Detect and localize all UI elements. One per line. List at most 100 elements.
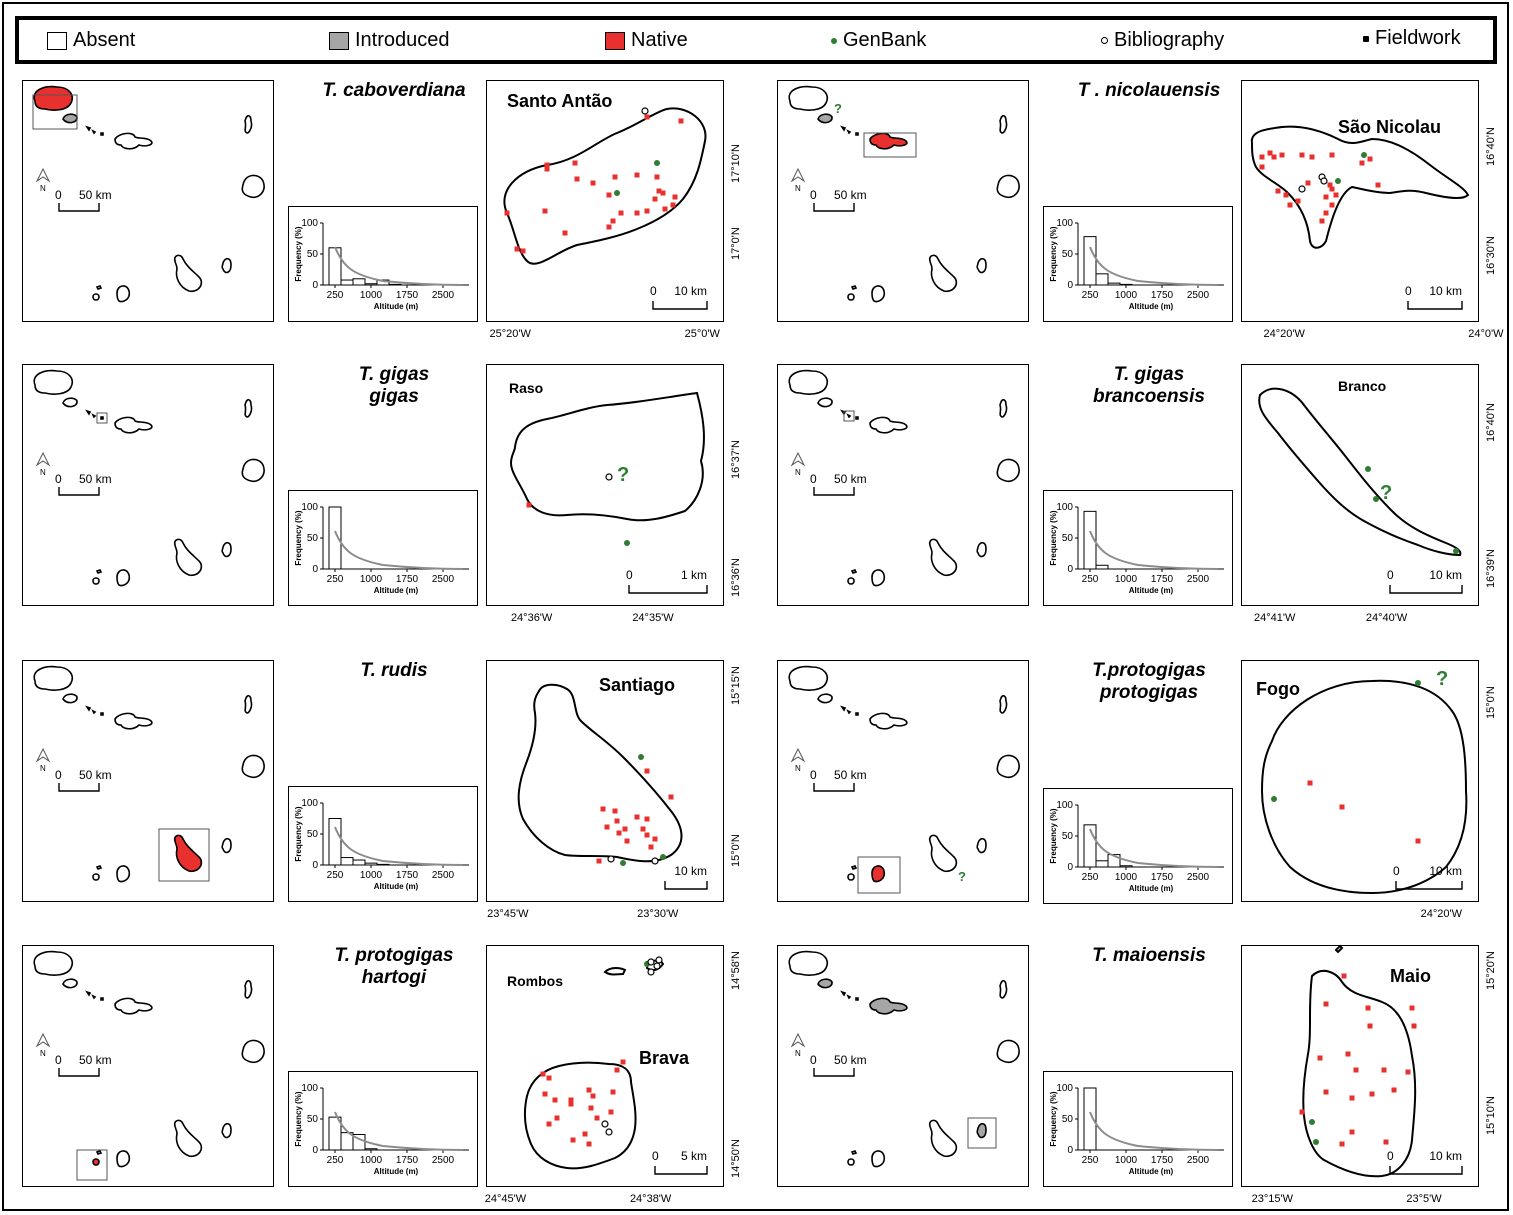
overview-scale-distance: 50 km: [79, 768, 112, 782]
question-mark: ?: [1436, 668, 1448, 690]
detail-scale-bar: [664, 881, 708, 890]
native-occurrence-point: [544, 162, 550, 168]
histogram-xtick-label: 2500: [432, 574, 455, 585]
native-occurrence-point: [634, 814, 640, 820]
overview-scale-distance: 50 km: [79, 472, 112, 486]
longitude-label: 25°0'W: [684, 328, 720, 340]
expected-frequency-curve: [334, 1111, 464, 1151]
island-sal: [999, 979, 1008, 999]
latitude-label: 17°0'N: [730, 227, 742, 261]
histogram-xtick-label: 250: [327, 574, 344, 585]
altitude-histogram: 100 50 0 250 1000 1750 2500 Frequency (%) Altitu…: [1043, 206, 1233, 322]
native-occurrence-point: [1287, 202, 1293, 208]
native-occurrence-point: [1365, 1005, 1371, 1011]
fieldwork-square-icon: [1363, 35, 1369, 42]
native-occurrence-point: [594, 1115, 600, 1121]
histogram-bar: [1083, 236, 1097, 286]
genbank-occurrence-point: [620, 860, 626, 866]
north-label: N: [795, 468, 801, 477]
genbank-occurrence-point: [1453, 548, 1459, 554]
island-saonicolau: [869, 416, 908, 434]
island-name: Santo Antão: [507, 91, 612, 111]
overview-scale-zero: 0: [810, 472, 817, 486]
overview-scale-distance: 50 km: [79, 188, 112, 202]
island-rombos: [95, 865, 103, 870]
archipelago-overview-map: N 0 50 km: [22, 364, 274, 606]
island-brava: [847, 577, 855, 585]
histogram-bar: [328, 818, 342, 866]
island-sal: [244, 398, 253, 418]
histogram-ytick-label: 100: [301, 218, 318, 229]
histogram-ylabel: Frequency (%): [1049, 1091, 1058, 1146]
histogram-ytick-label: 100: [1056, 800, 1073, 811]
longitude-label: 24°20'W: [1420, 908, 1462, 920]
overview-scale-zero: 0: [55, 1053, 62, 1067]
native-occurrence-point: [1327, 182, 1333, 188]
question-mark: ?: [834, 101, 842, 116]
island-boavista: [241, 1039, 265, 1064]
longitude-label: 24°45'W: [484, 1193, 527, 1205]
island-santoantao: [33, 369, 73, 395]
native-occurrence-point: [1349, 1095, 1355, 1101]
histogram-svg: 100 50 0 250 1000 1750 2500 Frequency (%) Altitu…: [294, 1083, 469, 1176]
island-boavista: [996, 174, 1020, 199]
detail-scale-bar: [1389, 1166, 1463, 1175]
archipelago-overview-map: N 0 50 km: [22, 945, 274, 1187]
native-occurrence-point: [1383, 1139, 1389, 1145]
native-occurrence-point: [568, 1097, 574, 1103]
detail-scale-zero: 0: [1405, 284, 1412, 298]
histogram-xlabel: Altitude (m): [1129, 586, 1174, 595]
histogram-bar: [364, 1148, 378, 1151]
histogram-ytick-label: 50: [1062, 249, 1074, 260]
native-occurrence-point: [612, 808, 618, 814]
question-mark: ?: [1380, 482, 1392, 504]
native-occurrence-point: [1341, 973, 1347, 979]
north-label: N: [40, 468, 46, 477]
island-brava: [847, 873, 855, 881]
native-occurrence-point: [618, 210, 624, 216]
histogram-bar: [328, 247, 342, 286]
detail-map-svg: São Nicolau 0 10 km: [1250, 117, 1470, 310]
histogram-bar: [328, 506, 342, 570]
overview-map-svg: N 0 50 km: [788, 369, 1020, 587]
detail-scale-zero: 0: [1393, 864, 1400, 878]
bibliography-occurrence-point: [607, 855, 615, 863]
north-arrow-icon: [790, 451, 806, 467]
island-maio: [976, 1122, 987, 1139]
island-fogo: [116, 865, 131, 883]
island-saovicente: [817, 978, 833, 989]
question-mark: ?: [617, 464, 629, 486]
histogram-ylabel: Frequency (%): [1049, 808, 1058, 863]
expected-frequency-curve: [1089, 246, 1219, 286]
histogram-xtick-label: 250: [1082, 574, 1099, 585]
native-occurrence-point: [1275, 188, 1281, 194]
detail-scale-distance: 10 km: [1429, 864, 1462, 878]
histogram-svg: 100 50 0 250 1000 1750 2500 Frequency (%) Altitu…: [1049, 800, 1224, 893]
legend-genbank: GenBank: [831, 29, 926, 52]
species-panel: N 0 50 km T. protogigas hartogi 100 50 0 250 1000…: [22, 945, 742, 1210]
native-occurrence-point: [1299, 152, 1305, 158]
island-brava: [92, 1158, 100, 1166]
legend-absent-label: Absent: [73, 29, 136, 51]
histogram-xlabel: Altitude (m): [374, 882, 419, 891]
native-occurrence-point: [616, 830, 622, 836]
species-title: T. maioensis: [1049, 945, 1249, 967]
native-occurrence-point: [606, 224, 612, 230]
histogram-bar: [388, 283, 402, 286]
latitude-label: 14°50'N: [730, 1139, 742, 1179]
longitude-label: 24°36'W: [510, 612, 553, 624]
species-title-line: brancoensis: [1093, 386, 1205, 407]
native-occurrence-point: [612, 174, 618, 180]
native-occurrence-point: [1323, 1001, 1329, 1007]
overview-scale-bar: [58, 1068, 100, 1077]
histogram-ytick-label: 0: [1067, 564, 1073, 575]
histogram-xtick-label: 1000: [1115, 574, 1138, 585]
archipelago-overview-map: N 0 50 km: [777, 945, 1029, 1187]
inset-box: [32, 94, 78, 130]
detail-scale-distance: 10 km: [1429, 284, 1462, 298]
histogram-xlabel: Altitude (m): [374, 302, 419, 311]
detail-scale-distance: 10 km: [674, 864, 707, 878]
island-santiago: [928, 1119, 958, 1158]
native-occurrence-point: [1359, 160, 1365, 166]
island-santaluzia: [840, 990, 847, 997]
